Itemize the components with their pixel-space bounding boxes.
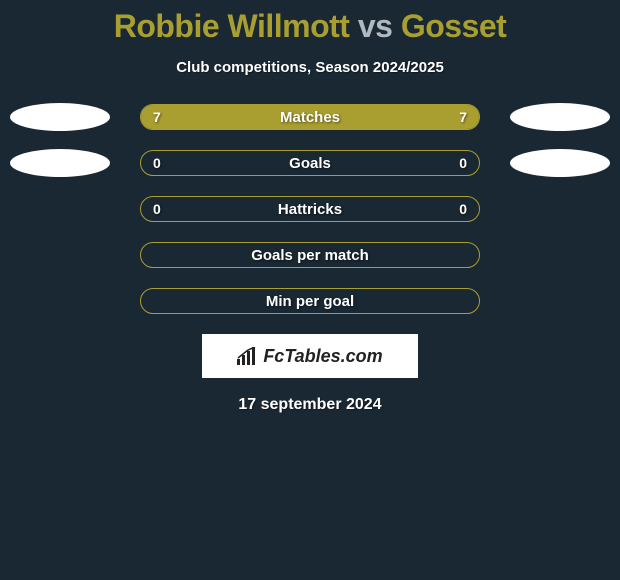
stat-row: 0 0 Hattricks [0, 196, 620, 222]
stat-label: Goals [289, 155, 331, 172]
stat-label: Matches [280, 109, 340, 126]
stat-bar: 0 0 Hattricks [140, 196, 480, 222]
player2-avatar [510, 103, 610, 131]
subtitle: Club competitions, Season 2024/2025 [0, 59, 620, 76]
stat-value-right: 7 [459, 109, 467, 125]
footer-logo-text: FcTables.com [263, 346, 382, 367]
stat-value-left: 7 [153, 109, 161, 125]
stat-row: 7 7 Matches [0, 104, 620, 130]
player1-avatar [10, 103, 110, 131]
stats-chart: 7 7 Matches 0 0 Goals 0 0 Hattricks Goals per mat… [0, 104, 620, 314]
player1-avatar [10, 149, 110, 177]
chart-icon [237, 347, 259, 365]
stat-bar: Min per goal [140, 288, 480, 314]
stat-row: 0 0 Goals [0, 150, 620, 176]
stat-value-left: 0 [153, 201, 161, 217]
stat-row: Goals per match [0, 242, 620, 268]
stat-value-right: 0 [459, 201, 467, 217]
player1-name: Robbie Willmott [114, 8, 350, 44]
stat-bar: 7 7 Matches [140, 104, 480, 130]
footer-logo: FcTables.com [202, 334, 418, 378]
player2-name: Gosset [401, 8, 506, 44]
stat-label: Min per goal [266, 293, 354, 310]
stat-value-left: 0 [153, 155, 161, 171]
stat-label: Goals per match [251, 247, 369, 264]
stat-row: Min per goal [0, 288, 620, 314]
stat-value-right: 0 [459, 155, 467, 171]
stat-bar: 0 0 Goals [140, 150, 480, 176]
stat-label: Hattricks [278, 201, 342, 218]
player2-avatar [510, 149, 610, 177]
vs-text: vs [349, 8, 400, 44]
comparison-title: Robbie Willmott vs Gosset [0, 0, 620, 45]
footer-date: 17 september 2024 [0, 396, 620, 414]
stat-bar: Goals per match [140, 242, 480, 268]
